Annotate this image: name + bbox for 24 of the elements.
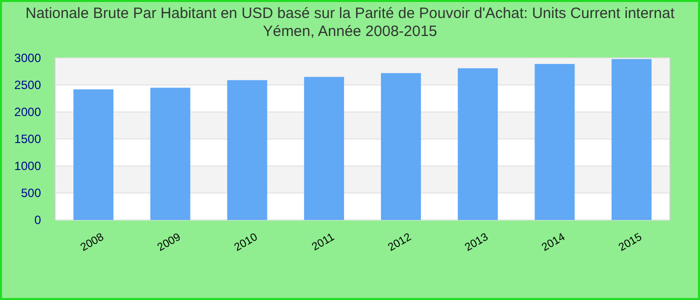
x-tick-label: 2010 xyxy=(232,231,260,254)
bar xyxy=(612,59,652,220)
bar xyxy=(73,89,114,220)
bar xyxy=(458,68,498,220)
y-tick-label: 0 xyxy=(34,212,42,227)
y-tick-label: 1500 xyxy=(14,132,42,146)
x-tick-label: 2012 xyxy=(386,231,414,254)
y-tick-label: 2500 xyxy=(14,78,42,92)
y-tick-label: 500 xyxy=(20,186,42,200)
y-tick-label: 1000 xyxy=(14,158,42,173)
x-tick-label: 2013 xyxy=(463,231,490,254)
x-tick-label: 2014 xyxy=(540,231,568,254)
bar xyxy=(150,88,190,220)
bar xyxy=(304,76,344,220)
bar xyxy=(227,80,268,220)
x-tick-label: 2009 xyxy=(156,231,183,254)
y-tick-label: 2000 xyxy=(14,104,42,119)
y-tick-label: 3000 xyxy=(14,50,42,65)
x-tick-label: 2015 xyxy=(616,231,644,254)
bar xyxy=(534,64,575,220)
bar xyxy=(380,73,421,220)
x-tick-label: 2011 xyxy=(310,231,337,254)
x-tick-label: 2008 xyxy=(78,231,106,254)
chart-title: Nationale Brute Par Habitant en USD basé sur la Parité de Pouvoir d'Achat: Units Current internat Yémen, Année 2008-2015 xyxy=(25,5,676,40)
